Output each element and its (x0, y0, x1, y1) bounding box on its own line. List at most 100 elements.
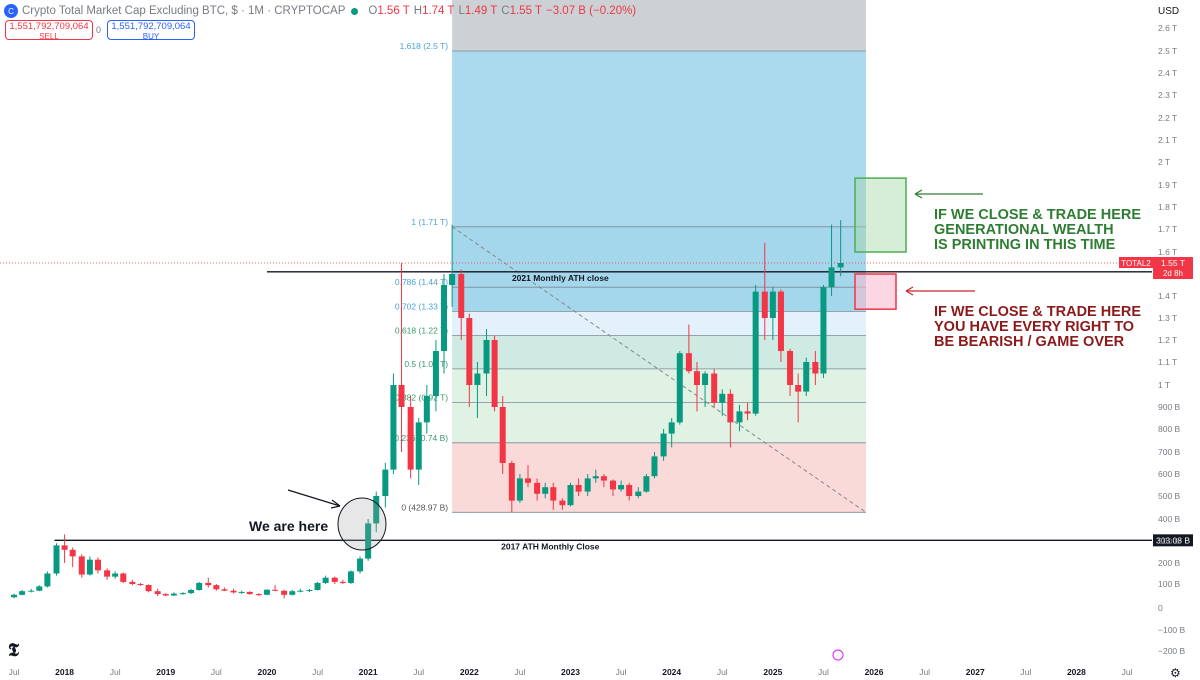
candle-up (365, 523, 372, 559)
price-axis-tick: 0 (1158, 603, 1163, 613)
bearish-annotation-text: YOU HAVE EVERY RIGHT TO (934, 319, 1134, 335)
price-axis-tick: 1.4 T (1158, 291, 1177, 301)
time-axis-tick: 2025 (763, 667, 782, 677)
candle-up (289, 591, 296, 595)
sell-button[interactable]: 1,551,792,709,064 SELL (5, 20, 93, 41)
candle-down (534, 482, 541, 494)
bearish-annotation-text: BE BEARISH / GAME OVER (934, 334, 1125, 350)
candle-up (432, 351, 439, 396)
candle-up (474, 373, 481, 385)
time-axis-tick: 2019 (156, 667, 175, 677)
current-price-tag (1153, 257, 1193, 279)
bearish-annotation-text: IF WE CLOSE & TRADE HERE (934, 304, 1141, 320)
price-axis-tick: −100 B (1158, 625, 1186, 635)
candle-down (230, 590, 237, 593)
fib-zone-top (452, 0, 866, 51)
candle-down (331, 577, 338, 582)
ohlc-key: L (458, 5, 465, 17)
candle-up (373, 496, 380, 524)
market-status-icon (351, 7, 359, 15)
price-axis-tick: 1.9 T (1158, 180, 1177, 190)
candle-down (744, 411, 751, 414)
ohlc-value: 1.49 T (464, 5, 498, 17)
candle-down (795, 385, 802, 392)
countdown-text: 2d 8h (1163, 269, 1183, 278)
current-price-tag-text: 1.55 T (1161, 258, 1185, 268)
symbol-title[interactable]: Crypto Total Market Cap Excluding BTC, $… (22, 5, 346, 17)
candle-up (322, 577, 329, 583)
candle-down (162, 594, 169, 596)
candle-up (112, 573, 119, 577)
time-axis-tick: Jul (818, 667, 829, 677)
candle-down (339, 581, 346, 583)
candle-up (314, 582, 321, 590)
price-axis-tick: 800 B (1158, 424, 1181, 434)
candle-up (449, 274, 456, 285)
price-axis-tick: 300 B (1158, 536, 1181, 546)
price-axis-tick: 2.6 T (1158, 23, 1177, 33)
candle-up (567, 485, 574, 506)
currency-selector[interactable]: USD (1158, 6, 1180, 17)
time-axis-tick: 2024 (662, 667, 681, 677)
candle-up (382, 469, 389, 496)
price-axis-tick: 1.3 T (1158, 313, 1177, 323)
time-axis-tick: Jul (1020, 667, 1031, 677)
candle-down (255, 594, 262, 596)
price-axis-tick: −200 B (1158, 646, 1186, 656)
price-axis-tick: 2.2 T (1158, 113, 1177, 123)
time-axis-tick: 2022 (460, 667, 479, 677)
candle-down (137, 584, 144, 585)
symbol-tag (1119, 257, 1153, 268)
candle-up (357, 558, 364, 572)
candle-up (643, 476, 650, 492)
time-axis-tick: Jul (9, 667, 20, 677)
candle-down (600, 476, 607, 481)
tradingview-logo-icon[interactable]: 𝕿 (8, 640, 20, 660)
ath-line-label: 2021 Monthly ATH close (512, 273, 609, 283)
candle-down (398, 385, 405, 407)
candle-down (61, 545, 68, 550)
price-axis-tick: 2.4 T (1158, 68, 1177, 78)
event-marker-icon (832, 649, 844, 661)
candle-down (129, 581, 136, 584)
candle-up (651, 456, 658, 477)
price-axis-tick: 1.2 T (1158, 335, 1177, 345)
fib-level-label: 1 (1.71 T) (411, 217, 448, 227)
bearish-zone-box (854, 273, 897, 310)
price-axis-tick: 2.1 T (1158, 135, 1177, 145)
candle-up (592, 476, 599, 479)
price-axis-tick: 1.6 T (1158, 247, 1177, 257)
fib-zone (452, 442, 866, 513)
ath-price-tag (1153, 534, 1193, 547)
candle-up (820, 287, 827, 374)
buy-button[interactable]: 1,551,792,709,064 BUY (107, 20, 195, 41)
candle-up (179, 593, 186, 595)
fib-level-label: 0.5 (1.07 T) (404, 359, 448, 369)
candle-up (53, 545, 60, 574)
price-axis-tick: 2 T (1158, 157, 1170, 167)
candle-up (483, 340, 490, 374)
candle-down (491, 340, 498, 407)
candle-up (11, 594, 17, 598)
settings-gear-icon[interactable]: ⚙ (1170, 666, 1181, 680)
fib-zone (452, 226, 866, 288)
time-axis-tick: 2020 (257, 667, 276, 677)
time-axis-tick: Jul (312, 667, 323, 677)
candle-up (668, 422, 675, 434)
candle-up (423, 396, 430, 423)
ohlc-readout: O1.56 T H1.74 T L1.49 T C1.55 T −3.07 B (−0.… (368, 5, 640, 17)
candle-up (837, 263, 844, 268)
candle-down (69, 549, 76, 557)
ohlc-value: 1.74 T (422, 5, 455, 17)
ohlc-value: −3.07 B (−0.20%) (546, 5, 637, 17)
candle-down (272, 589, 279, 591)
green-arrow-head (914, 189, 923, 199)
candle-up (702, 373, 709, 385)
candle-up (736, 411, 743, 423)
candle-up (347, 571, 354, 583)
candle-up (19, 591, 26, 595)
buy-label: BUY (142, 32, 160, 41)
ohlc-key: H (413, 5, 423, 17)
candle-up (828, 267, 835, 288)
